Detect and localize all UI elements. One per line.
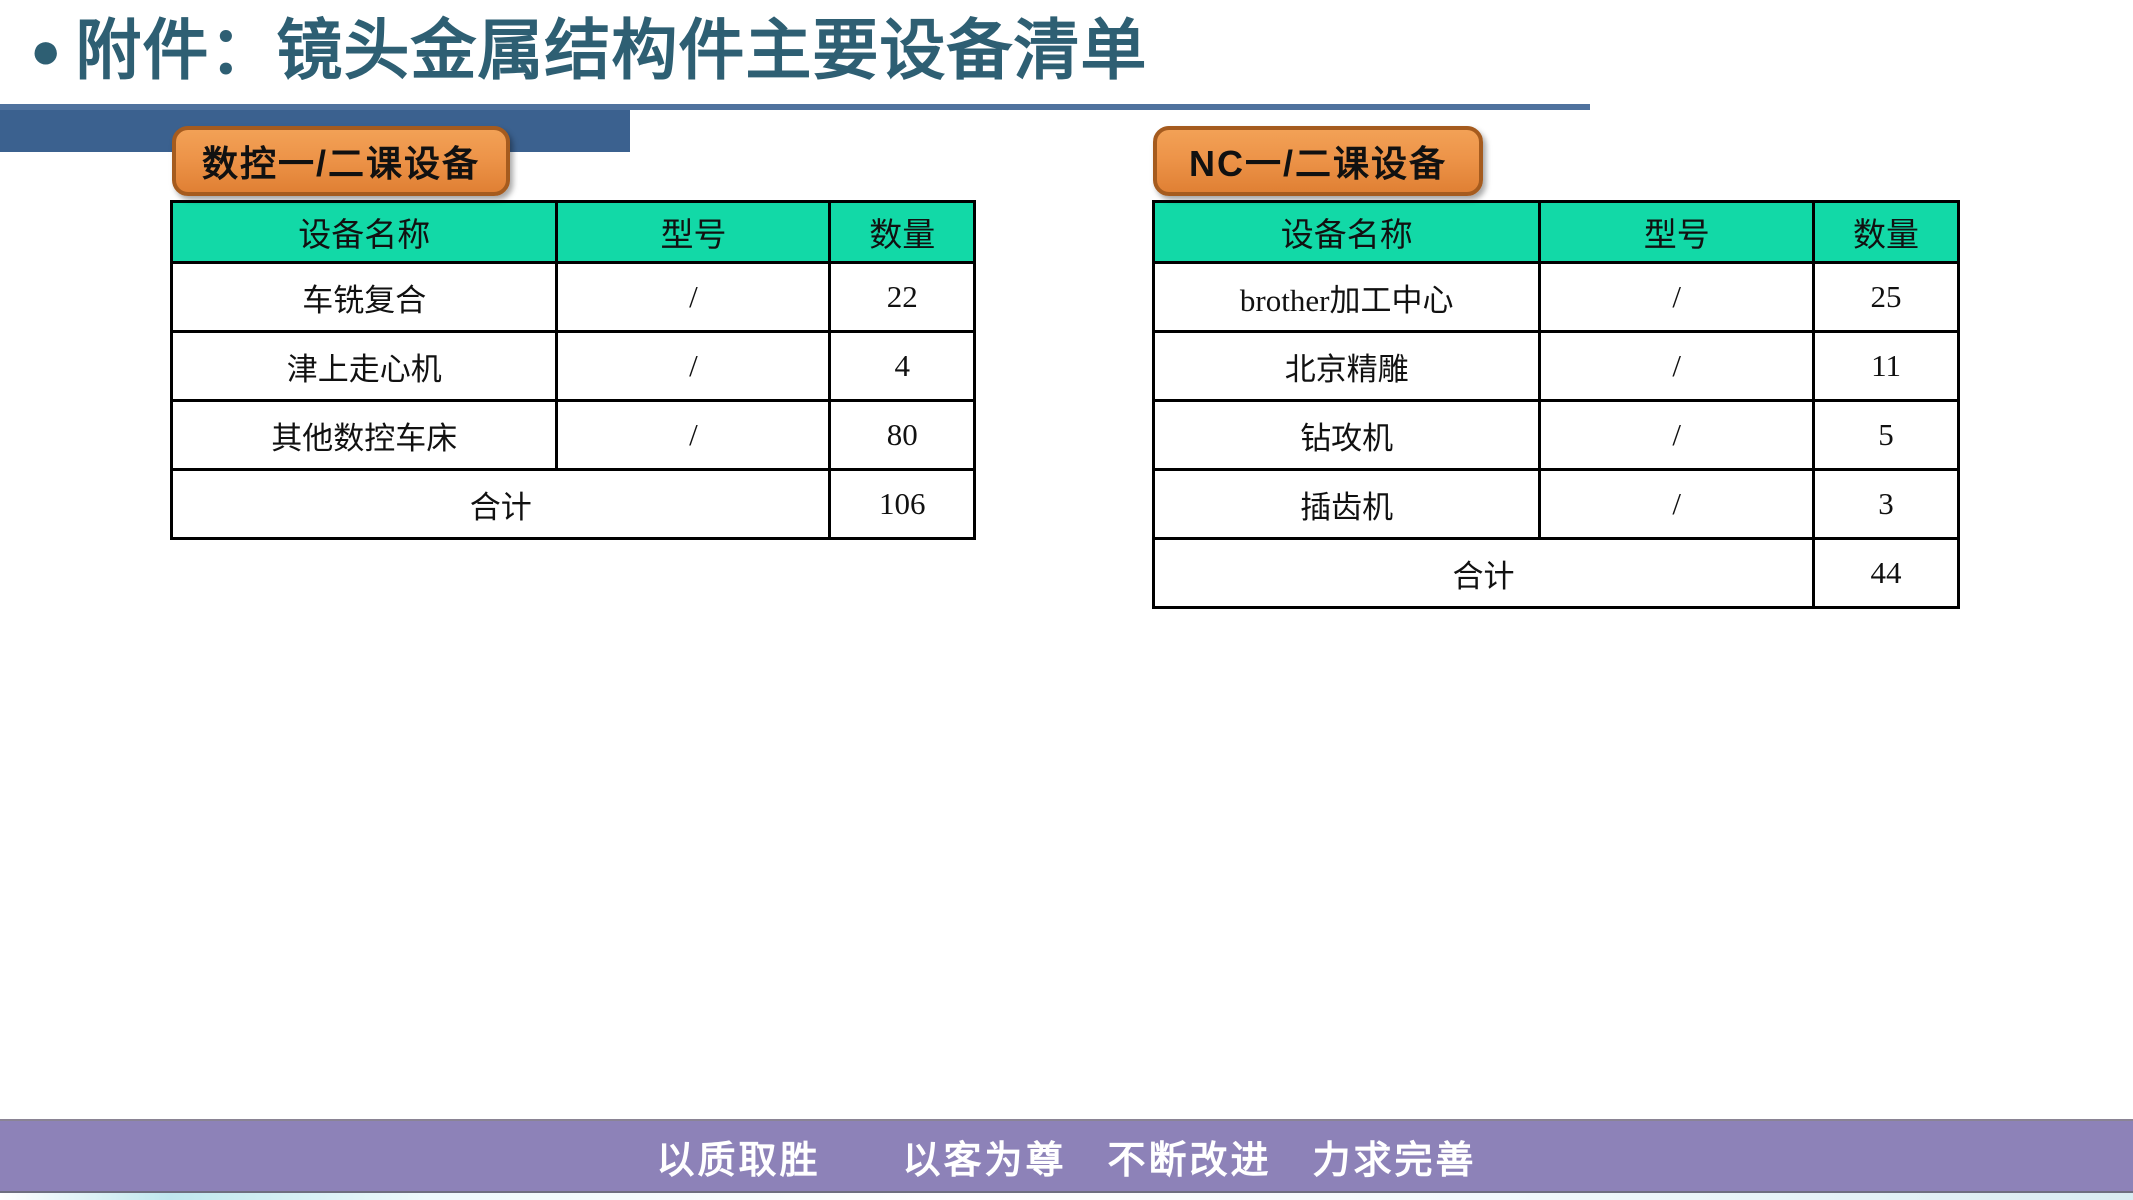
table-header-row: 设备名称 型号 数量 bbox=[1151, 200, 1960, 264]
total-label-cell: 合计 bbox=[169, 468, 832, 540]
device-name-cell: 北京精雕 bbox=[1151, 330, 1542, 402]
model-cell: / bbox=[555, 330, 832, 402]
table-row: brother加工中心/25 bbox=[1151, 261, 1960, 333]
device-name-cell: 其他数控车床 bbox=[169, 399, 559, 471]
col-header-model: 型号 bbox=[1538, 200, 1816, 264]
table-header-row: 设备名称 型号 数量 bbox=[169, 200, 976, 264]
footer-slogan-bar: 以质取胜 以客为尊 不断改进 力求完善 bbox=[0, 1119, 2133, 1193]
quantity-cell: 80 bbox=[828, 399, 976, 471]
quantity-cell: 25 bbox=[1812, 261, 1960, 333]
col-header-model: 型号 bbox=[555, 200, 832, 264]
device-name-cell: 插齿机 bbox=[1151, 468, 1542, 540]
model-cell: / bbox=[1538, 399, 1816, 471]
quantity-cell: 4 bbox=[828, 330, 976, 402]
badge-label: 数控一/二课设备 bbox=[202, 143, 481, 184]
footer-slogan-text: 以质取胜 以客为尊 不断改进 力求完善 bbox=[656, 1139, 1477, 1182]
table-row: 其他数控车床/80 bbox=[169, 399, 976, 471]
quantity-cell: 11 bbox=[1812, 330, 1960, 402]
quantity-cell: 5 bbox=[1812, 399, 1960, 471]
col-header-quantity: 数量 bbox=[828, 200, 976, 264]
table-total-row: 合计 44 bbox=[1151, 537, 1960, 609]
model-cell: / bbox=[555, 261, 832, 333]
quantity-cell: 3 bbox=[1812, 468, 1960, 540]
model-cell: / bbox=[1538, 261, 1816, 333]
total-label-cell: 合计 bbox=[1151, 537, 1816, 609]
table-row: 钻攻机/5 bbox=[1151, 399, 1960, 471]
equipment-table-nc: 设备名称 型号 数量 brother加工中心/25 北京精雕/11 钻攻机/5 插齿机/3… bbox=[1151, 200, 1960, 609]
badge-label: NC一/二课设备 bbox=[1189, 143, 1447, 184]
device-name-cell: 钻攻机 bbox=[1151, 399, 1542, 471]
bullet-icon: ● bbox=[30, 21, 62, 80]
page-title-text: 附件：镜头金属结构件主要设备清单 bbox=[75, 13, 1148, 87]
model-cell: / bbox=[1538, 330, 1816, 402]
table-row: 北京精雕/11 bbox=[1151, 330, 1960, 402]
model-cell: / bbox=[555, 399, 832, 471]
quantity-cell: 22 bbox=[828, 261, 976, 333]
total-value-cell: 44 bbox=[1812, 537, 1960, 609]
badge-cnc-section: 数控一/二课设备 bbox=[172, 126, 511, 196]
title-underline-thin bbox=[0, 104, 1590, 110]
device-name-cell: 津上走心机 bbox=[169, 330, 559, 402]
table-row: 津上走心机/4 bbox=[169, 330, 976, 402]
page-title: ● 附件：镜头金属结构件主要设备清单 bbox=[30, 8, 1147, 94]
col-header-device-name: 设备名称 bbox=[169, 200, 559, 264]
table-row: 车铣复合/22 bbox=[169, 261, 976, 333]
equipment-table-cnc: 设备名称 型号 数量 车铣复合/22 津上走心机/4 其他数控车床/80 合计 106 bbox=[169, 200, 976, 540]
total-value-cell: 106 bbox=[828, 468, 976, 540]
col-header-quantity: 数量 bbox=[1812, 200, 1960, 264]
table-row: 插齿机/3 bbox=[1151, 468, 1960, 540]
badge-nc-section: NC一/二课设备 bbox=[1153, 126, 1483, 196]
device-name-cell: 车铣复合 bbox=[169, 261, 559, 333]
bottom-decor-strip bbox=[0, 1193, 2133, 1200]
model-cell: / bbox=[1538, 468, 1816, 540]
col-header-device-name: 设备名称 bbox=[1151, 200, 1542, 264]
device-name-cell: brother加工中心 bbox=[1151, 261, 1542, 333]
table-total-row: 合计 106 bbox=[169, 468, 976, 540]
